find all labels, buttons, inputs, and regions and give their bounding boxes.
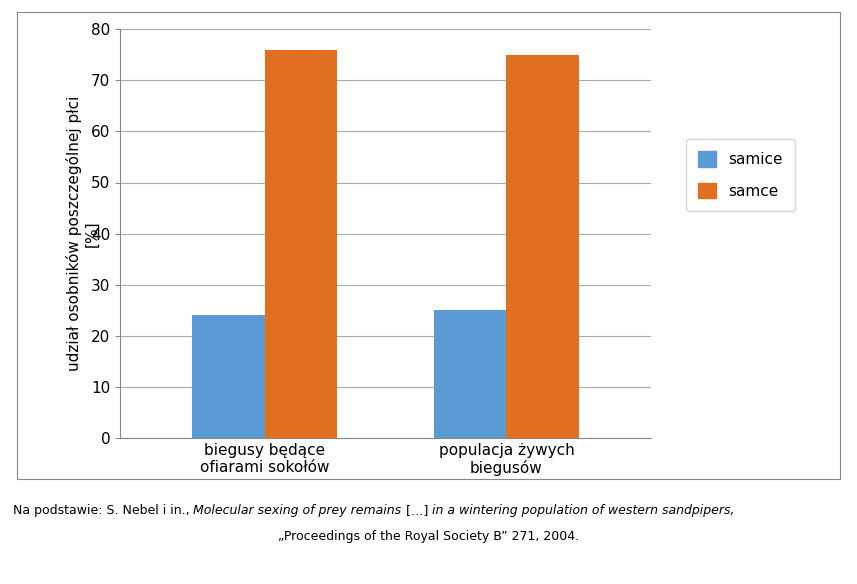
Text: Molecular sexing of prey remains: Molecular sexing of prey remains xyxy=(194,504,402,517)
Text: „Proceedings of the Royal Society B” 271, 2004.: „Proceedings of the Royal Society B” 271… xyxy=(278,530,579,543)
Bar xyxy=(434,310,506,438)
Text: in a wintering population of western sandpipers,: in a wintering population of western san… xyxy=(432,504,734,517)
Text: Na podstawie: S. Nebel i in.,: Na podstawie: S. Nebel i in., xyxy=(13,504,194,517)
Bar xyxy=(506,55,578,438)
Bar xyxy=(265,50,338,438)
Y-axis label: udział osobników poszczególnej płci
[%]: udział osobników poszczególnej płci [%] xyxy=(66,96,99,371)
Text: […]: […] xyxy=(402,504,432,517)
Bar xyxy=(193,315,265,438)
Legend: samice, samce: samice, samce xyxy=(686,139,795,211)
